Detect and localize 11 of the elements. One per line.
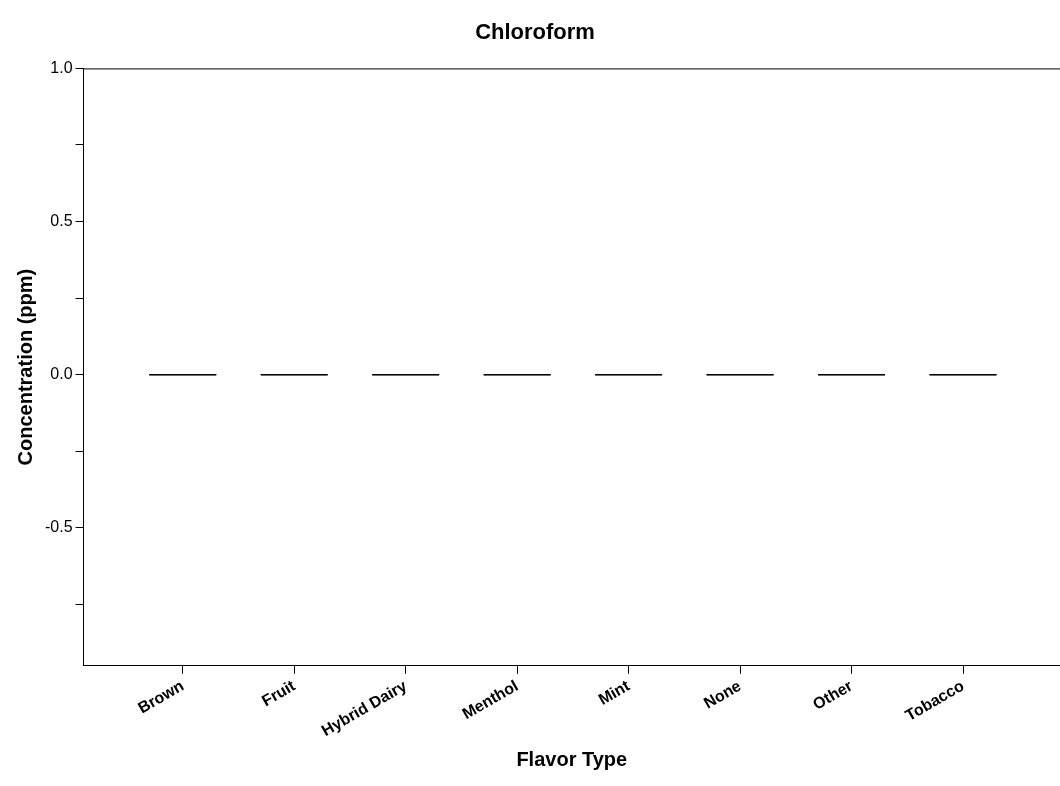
x-axis-title: Flavor Type: [516, 747, 628, 770]
y-axis-title: Concentration (ppm): [13, 268, 36, 466]
chart-title: Chloroform: [475, 19, 595, 45]
x-tick-label: Other: [809, 676, 856, 713]
y-tick-label: -0.5: [44, 518, 73, 536]
x-tick-label: Mint: [595, 676, 633, 708]
x-tick-label: Fruit: [258, 676, 299, 710]
y-tick-label: 0.0: [50, 365, 73, 383]
y-tick-label: 1.0: [50, 58, 73, 76]
x-tick-label: None: [700, 676, 744, 712]
y-tick-label: 0.5: [50, 211, 73, 229]
